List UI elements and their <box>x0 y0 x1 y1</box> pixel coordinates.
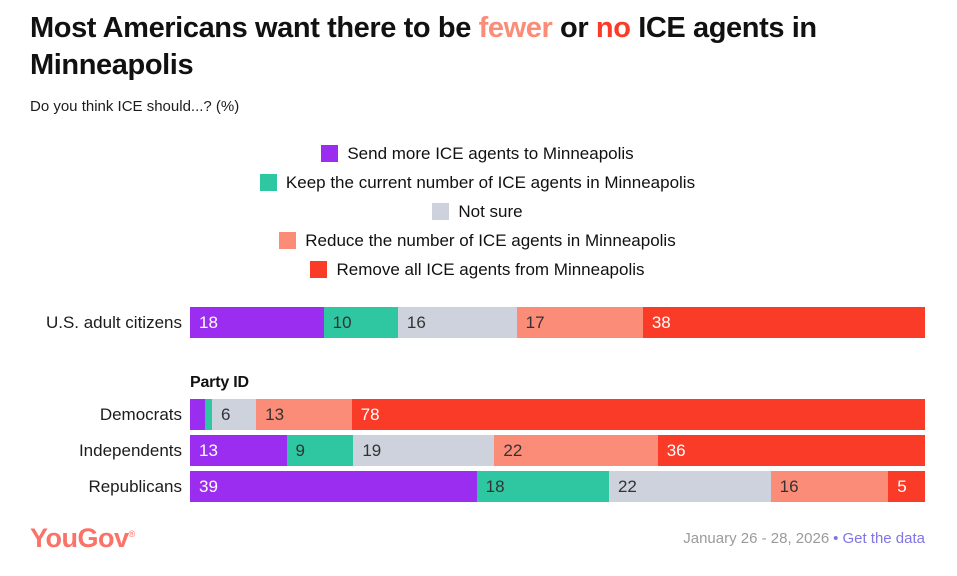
legend-swatch <box>321 145 339 162</box>
bar-segment-value: 22 <box>503 440 523 460</box>
bar-row-label: Democrats <box>99 404 182 424</box>
bar-row: U.S. adult citizens 18 10 16 17 38 <box>30 307 925 338</box>
registered-trademark-icon: ® <box>128 529 136 539</box>
bar-segment-value: 39 <box>199 476 218 496</box>
bar-segment-value: 13 <box>265 404 285 424</box>
yougov-logo: YouGov® <box>30 523 135 554</box>
bar-segment: 6 <box>212 399 257 430</box>
bar-segment-value: 19 <box>362 440 382 460</box>
get-the-data-link[interactable]: Get the data <box>842 530 925 547</box>
title-segment: ICE agents in Minneapolis <box>30 12 817 81</box>
bar-segment: 9 <box>286 435 354 466</box>
legend-item: Reduce the number of ICE agents in Minne… <box>279 226 676 255</box>
bar-segment: 10 <box>323 307 398 338</box>
bar-segment-value: 6 <box>221 404 231 424</box>
legend-swatch <box>310 261 328 278</box>
footer: YouGov® January 26 - 28, 2026 • Get the da… <box>30 523 925 560</box>
bar-track: 18 10 16 17 38 <box>190 307 925 338</box>
legend-label: Send more ICE agents to Minneapolis <box>347 143 634 163</box>
legend-label: Not sure <box>458 201 523 221</box>
bar-segment: 19 <box>353 435 495 466</box>
bar-segment-value: 5 <box>897 476 907 496</box>
bar-segment: 22 <box>494 435 658 466</box>
bar-segment: 78 <box>351 399 925 430</box>
bar-segment-value: 16 <box>779 476 799 496</box>
bar-chart: U.S. adult citizens 18 10 16 17 38 Party ID Dem… <box>30 307 925 507</box>
legend-item: Not sure <box>432 197 523 226</box>
bar-segment-value: 10 <box>332 312 352 332</box>
bar-segment <box>190 399 205 430</box>
bar-track: 39 18 22 16 5 <box>190 471 925 502</box>
legend: Send more ICE agents to Minneapolis Keep … <box>30 139 925 284</box>
legend-item: Remove all ICE agents from Minneapolis <box>310 255 645 284</box>
legend-label: Remove all ICE agents from Minneapolis <box>336 259 645 279</box>
title-segment: fewer <box>478 12 553 44</box>
legend-item: Keep the current number of ICE agents in… <box>259 168 696 197</box>
bar-segment-value: 22 <box>617 476 637 496</box>
bar-track: 6 13 78 <box>190 399 925 430</box>
bar-segment-value: 18 <box>485 476 505 496</box>
legend-label: Keep the current number of ICE agents in… <box>285 172 696 192</box>
chart-title: Most Americans want there to be fewer or… <box>30 10 925 84</box>
bar-segment: 16 <box>397 307 517 338</box>
bar-segment: 5 <box>888 471 925 502</box>
legend-swatch <box>279 232 297 249</box>
title-segment: Most Americans want there to be <box>30 12 479 44</box>
bar-track: 13 9 19 22 36 <box>190 435 925 466</box>
bar-segment-value: 36 <box>666 440 686 460</box>
bar-segment: 18 <box>476 471 609 502</box>
bar-row: Independents 13 9 19 22 36 <box>30 435 925 466</box>
bar-segment-value: 16 <box>406 312 426 332</box>
bar-segment <box>204 399 213 430</box>
bar-segment-value: 17 <box>525 312 545 332</box>
yougov-logo-text: YouGov <box>30 523 129 553</box>
legend-swatch <box>259 174 277 191</box>
chart-subtitle: Do you think ICE should...? (%) <box>30 98 240 115</box>
title-segment: or <box>552 12 596 44</box>
title-segment: no <box>595 12 631 44</box>
bar-segment-value: 78 <box>360 404 380 424</box>
bar-segment: 38 <box>642 307 925 338</box>
bar-row-label: Republicans <box>88 476 182 496</box>
bar-segment: 16 <box>770 471 889 502</box>
bar-segment-value: 13 <box>199 440 218 460</box>
bar-segment: 22 <box>608 471 771 502</box>
bar-segment: 18 <box>190 307 324 338</box>
bar-segment: 17 <box>516 307 643 338</box>
source-line: January 26 - 28, 2026 • Get the data <box>683 530 925 547</box>
bar-segment: 13 <box>190 435 287 466</box>
bar-row: Republicans 39 18 22 16 5 <box>30 471 925 502</box>
bar-segment-value: 38 <box>651 312 671 332</box>
bar-row-label: U.S. adult citizens <box>45 312 182 332</box>
bar-segment-value: 18 <box>199 312 218 332</box>
legend-label: Reduce the number of ICE agents in Minne… <box>305 230 676 250</box>
section-header-party-id: Party ID <box>190 374 249 391</box>
legend-item: Send more ICE agents to Minneapolis <box>321 139 634 168</box>
bar-row-label: Independents <box>78 440 182 460</box>
bar-segment: 39 <box>190 471 477 502</box>
bar-segment: 36 <box>657 435 925 466</box>
bar-segment-value: 9 <box>295 440 305 460</box>
bar-row: Democrats 6 13 78 <box>30 399 925 430</box>
separator-dot: • <box>833 530 839 547</box>
date-range: January 26 - 28, 2026 <box>683 530 830 547</box>
legend-swatch <box>432 203 450 220</box>
bar-segment: 13 <box>256 399 352 430</box>
